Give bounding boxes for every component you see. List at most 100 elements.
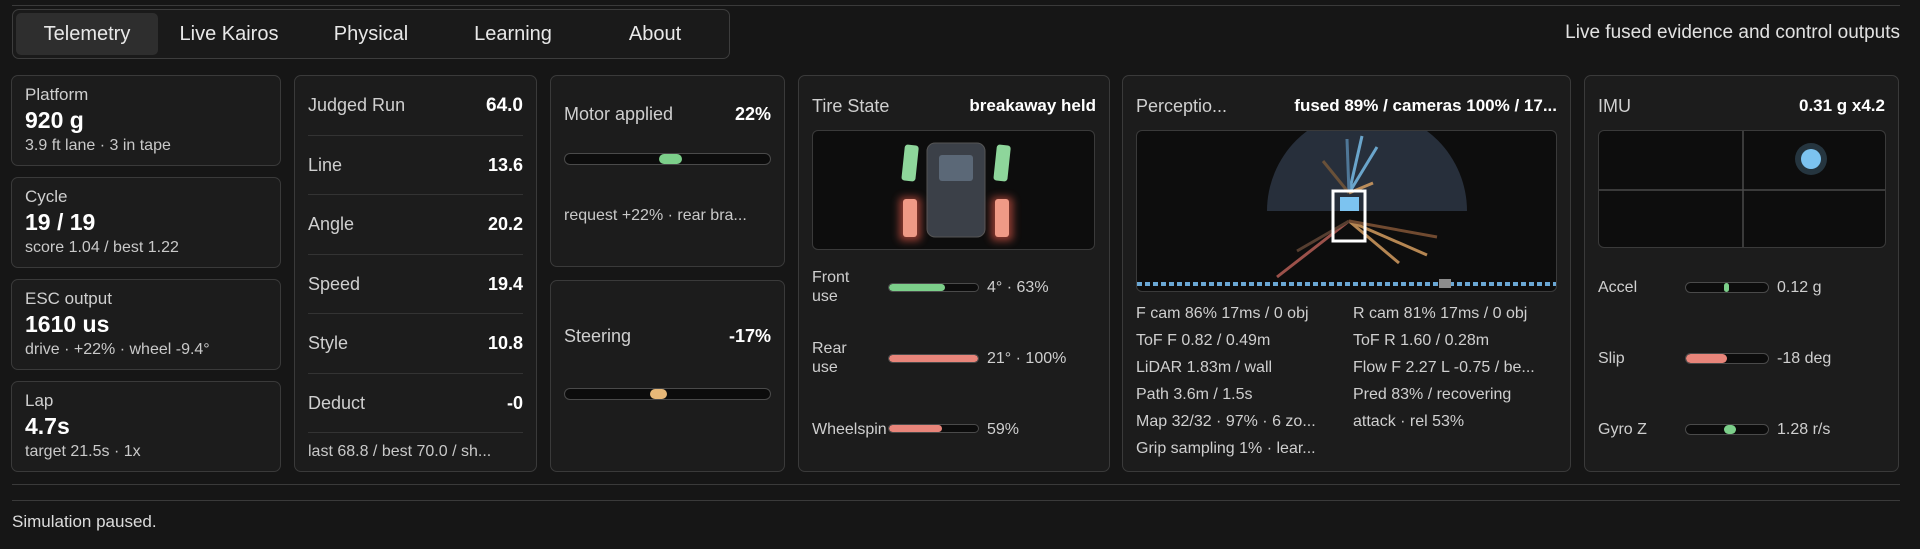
vehicle-marker — [1331, 189, 1367, 243]
tire-diagram — [812, 130, 1095, 250]
top-divider — [12, 5, 1900, 6]
judged-row: Style 10.8 — [308, 314, 523, 374]
judged-row-value: 10.8 — [487, 333, 523, 353]
imu-row-value: -18 deg — [1777, 350, 1832, 367]
tire-row-value: 21° · 100% — [987, 350, 1067, 367]
judged-row-label: Deduct — [308, 392, 366, 413]
tab-learning[interactable]: Learning — [474, 22, 552, 45]
perception-summary: fused 89% / cameras 100% / 17... — [1294, 96, 1557, 115]
tab-physical[interactable]: Physical — [333, 22, 409, 45]
tire-front-left — [901, 144, 919, 182]
motor-bar — [564, 153, 771, 165]
motor-detail: request +22% · rear bra... — [564, 207, 747, 224]
stat-value: 4.7s — [25, 413, 70, 439]
judged-row-label: Speed — [308, 273, 361, 294]
ray-line — [1348, 219, 1428, 257]
tire-row-bar-fill — [889, 425, 942, 432]
stat-detail: drive · +22% · wheel -9.4° — [25, 341, 210, 358]
perception-left-line: Path 3.6m / 1.5s — [1136, 386, 1253, 403]
accel-dot — [1801, 149, 1821, 169]
motor-panel: Motor applied 22% request +22% · rear br… — [550, 75, 785, 267]
tire-row-value: 4° · 63% — [987, 279, 1049, 296]
tire-rear-right — [995, 199, 1009, 237]
ray-line — [1296, 219, 1350, 253]
steering-panel: Steering -17% — [550, 280, 785, 472]
perception-left-line: LiDAR 1.83m / wall — [1136, 359, 1273, 376]
steering-bar-fill — [650, 389, 668, 399]
perception-panel: Perceptio... fused 89% / cameras 100% / … — [1122, 75, 1571, 472]
stat-value: 19 / 19 — [25, 209, 96, 235]
imu-row-label: Slip — [1598, 350, 1625, 367]
tab-about[interactable]: About — [628, 22, 682, 45]
tab-bar: Telemetry Live Kairos Physical Learning … — [12, 9, 730, 59]
car-cabin — [939, 155, 973, 181]
ray-line — [1348, 219, 1400, 265]
stat-card-esc-output: ESC output 1610 us drive · +22% · wheel … — [11, 279, 281, 370]
judged-row: Angle 20.2 — [308, 195, 523, 255]
motor-label: Motor applied — [564, 104, 674, 124]
imu-crosshair — [1599, 131, 1885, 247]
tire-row-label: Wheelspin — [812, 421, 887, 438]
tire-row-bar — [888, 424, 979, 433]
perception-right-line: Pred 83% / recovering — [1353, 386, 1512, 403]
car-top-view — [899, 142, 1013, 241]
tire-row-bar — [888, 354, 979, 363]
perception-right-line: attack · rel 53% — [1353, 413, 1465, 430]
stat-label: Cycle — [25, 187, 68, 206]
imu-panel: IMU 0.31 g x4.2 Accel 0.12 g Slip -18 de… — [1584, 75, 1899, 472]
ray-line — [1276, 219, 1350, 279]
status-divider — [12, 500, 1900, 501]
stat-value: 1610 us — [25, 311, 110, 337]
status-text: Simulation paused. — [12, 512, 157, 531]
ray-line — [1345, 138, 1351, 194]
stat-card-lap: Lap 4.7s target 21.5s · 1x — [11, 381, 281, 472]
stat-card-cycle: Cycle 19 / 19 score 1.04 / best 1.22 — [11, 177, 281, 268]
imu-row-label: Gyro Z — [1598, 421, 1647, 438]
tire-state-panel: Tire State breakaway held Front use 4° ·… — [798, 75, 1110, 472]
perception-right-line: R cam 81% 17ms / 0 obj — [1353, 305, 1528, 322]
stat-label: Platform — [25, 85, 89, 104]
imu-row-bar — [1685, 424, 1769, 435]
tire-title: Tire State — [812, 96, 890, 116]
judged-row: Speed 19.4 — [308, 255, 523, 314]
header-subtitle: Live fused evidence and control outputs — [1565, 22, 1900, 43]
judged-row-value: 13.6 — [487, 154, 523, 175]
imu-plot — [1598, 130, 1886, 248]
imu-title: IMU — [1598, 96, 1631, 116]
steering-label: Steering — [564, 326, 632, 346]
stat-detail: 3.9 ft lane · 3 in tape — [25, 137, 171, 154]
tire-state: breakaway held — [969, 96, 1096, 115]
tab-live-kairos[interactable]: Live Kairos — [179, 22, 279, 45]
tire-row-label: Front use — [812, 269, 850, 305]
forward-sensor-fan — [1267, 131, 1467, 211]
imu-row-value: 1.28 r/s — [1777, 421, 1831, 438]
judged-row: Deduct -0 — [308, 374, 523, 433]
stat-detail: target 21.5s · 1x — [25, 443, 141, 460]
perception-right-line: Flow F 2.27 L -0.75 / be... — [1353, 359, 1535, 376]
imu-row-bar-fill — [1723, 283, 1729, 292]
tire-row-bar-fill — [889, 284, 946, 291]
perception-left-line: Map 32/32 · 97% · 6 zo... — [1136, 413, 1316, 430]
judged-row-value: 20.2 — [487, 214, 523, 234]
tire-rear-left — [903, 199, 917, 237]
stat-label: ESC output — [25, 289, 112, 308]
imu-row-bar — [1685, 282, 1769, 293]
imu-row-value: 0.12 g — [1777, 279, 1822, 296]
lane-position-marker — [1439, 279, 1451, 288]
perception-view — [1136, 130, 1557, 292]
perception-left-line: Grip sampling 1% · lear... — [1136, 440, 1316, 457]
perception-right-line: ToF R 1.60 / 0.28m — [1353, 332, 1490, 349]
tire-front-right — [993, 144, 1011, 182]
imu-row-bar — [1685, 353, 1769, 364]
ray-line — [1348, 219, 1438, 239]
stat-label: Lap — [25, 391, 54, 410]
tire-row-label: Rear use — [812, 340, 847, 376]
tire-row-value: 59% — [987, 421, 1020, 438]
ray-line — [1347, 146, 1379, 194]
perception-title: Perceptio... — [1136, 96, 1228, 116]
imu-value: 0.31 g x4.2 — [1798, 96, 1885, 115]
tire-row-bar — [888, 283, 979, 292]
tab-telemetry[interactable]: Telemetry — [16, 13, 158, 55]
motor-bar-fill — [659, 154, 682, 164]
judged-row-value: 19.4 — [487, 273, 523, 294]
